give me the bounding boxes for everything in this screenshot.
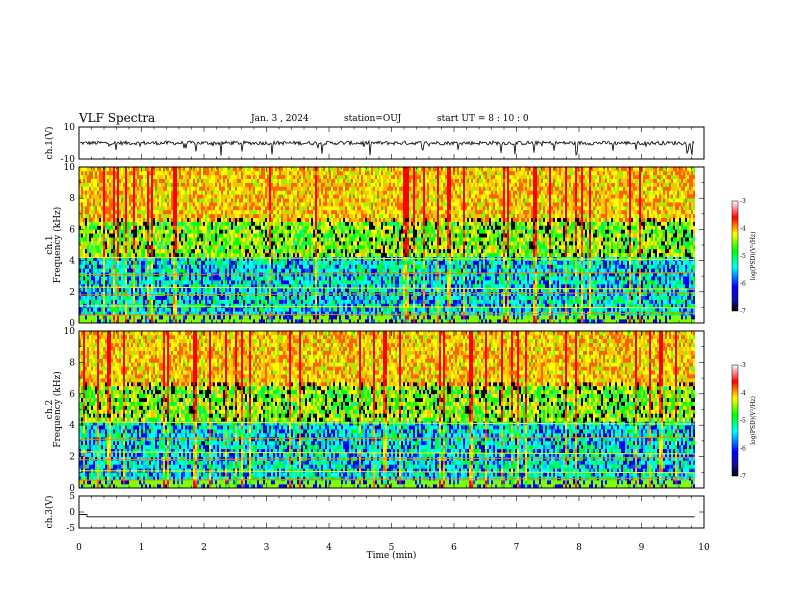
ch3-waveform-ytick-label: -5 <box>66 524 75 534</box>
ch3-waveform-xtick-label: 2 <box>201 543 207 553</box>
ch1-spectrogram-colorbar-tick: -5 <box>740 253 746 260</box>
ch2-spectrogram-ytick-label: 4 <box>69 421 75 431</box>
ch1-spectrogram-colorbar-tick: -7 <box>740 308 746 315</box>
ch1-spectrogram-ytick-label: 2 <box>69 288 75 298</box>
ch1-spectrogram-ytick-label: 8 <box>69 194 75 204</box>
ch2-spectrogram-image <box>78 331 695 489</box>
ch1-waveform-trace <box>79 139 695 156</box>
ch1-spectrogram-colorbar-tick: -3 <box>740 198 746 205</box>
ch1-spectrogram-colorbar-tick: -4 <box>740 226 746 233</box>
ch2-spectrogram-ytick-label: 0 <box>69 484 75 494</box>
ch1-spectrogram-band-line <box>78 286 695 290</box>
ch1-waveform-ytick-label: 10 <box>64 123 76 133</box>
ch1-spectrogram-colorbar <box>731 200 739 312</box>
ch2-spectrogram-colorbar-tick: -6 <box>740 445 746 452</box>
ch2-spectrogram-colorbar <box>731 364 739 477</box>
ch3-waveform-panel <box>78 495 705 529</box>
ch1-waveform-panel <box>78 126 705 160</box>
ch1-spectrogram-band-line <box>78 272 695 276</box>
ch3-waveform-xtick-label: 7 <box>514 543 520 553</box>
ch3-waveform-trace <box>79 514 695 518</box>
ch3-waveform-xtick-label: 3 <box>264 543 270 553</box>
ch3-waveform-ylabel: ch.3(V) <box>44 496 55 529</box>
ch3-waveform-xtick-label: 8 <box>576 543 582 553</box>
ch1-spectrogram-band-line <box>78 312 695 316</box>
ch1-waveform-ylabel: ch.1(V) <box>44 127 55 160</box>
figure-title: VLF Spectra <box>79 111 155 125</box>
ch1-spectrogram-panel <box>78 166 739 324</box>
ch3-waveform-xtick-label: 5 <box>389 543 395 553</box>
ch2-spectrogram-ylabel-frequency: Frequency (kHz) <box>52 371 63 448</box>
ch2-spectrogram-ytick-label: 2 <box>69 453 75 463</box>
ch1-spectrogram-colorbar-tick: -6 <box>740 281 746 288</box>
ch1-spectrogram-ytick-label: 10 <box>64 163 76 173</box>
ch2-spectrogram-band-line <box>78 477 695 481</box>
ch2-spectrogram-band-line <box>78 451 695 455</box>
ch2-spectrogram-band-line <box>78 421 695 425</box>
ch1-spectrogram-ylabel-channel: ch.1 <box>45 235 55 254</box>
ch2-spectrogram-colorbar-tick: -4 <box>740 390 746 397</box>
ch1-spectrogram-ytick-label: 4 <box>69 257 75 267</box>
ch3-waveform-xtick-label: 6 <box>451 543 457 553</box>
ch1-spectrogram-band-line <box>78 305 695 309</box>
ch2-spectrogram-band-line <box>78 470 695 474</box>
ch3-waveform-xtick-label: 4 <box>326 543 332 553</box>
ch2-spectrogram-ylabel-channel: ch.2 <box>45 400 55 419</box>
ch3-waveform-ytick-label: 0 <box>69 508 75 518</box>
ch2-spectrogram-ytick-label: 10 <box>64 327 76 337</box>
ch1-spectrogram-band-line <box>78 256 695 260</box>
ch2-spectrogram-panel <box>78 330 739 489</box>
ch2-spectrogram-colorbar-tick: -7 <box>740 473 746 480</box>
ch1-spectrogram-band-line <box>78 292 695 296</box>
ch2-spectrogram-ytick-label: 6 <box>69 390 75 400</box>
station-label: station=OUJ <box>344 114 401 124</box>
ch3-waveform-xlabel: Time (min) <box>367 550 417 561</box>
ch1-spectrogram-ylabel-frequency: Frequency (kHz) <box>52 207 63 284</box>
ch1-spectrogram-colorbar-label: log(PSD)(V²/Hz) <box>750 232 757 281</box>
ch2-spectrogram-colorbar-tick: -3 <box>740 362 746 369</box>
start-ut-label: start UT = 8 : 10 : 0 <box>437 114 529 124</box>
date-label: Jan. 3 , 2024 <box>251 114 309 124</box>
ch3-waveform-xtick-label: 1 <box>139 543 145 553</box>
ch2-spectrogram-band-line <box>78 457 695 461</box>
ch2-spectrogram-colorbar-label: log(PSD)(V²/Hz) <box>750 396 757 445</box>
ch1-spectrogram-image <box>78 167 695 324</box>
ch2-spectrogram-band-line <box>78 436 695 440</box>
ch1-spectrogram-ytick-label: 0 <box>69 319 75 329</box>
ch1-waveform-ytick-label: -10 <box>61 155 76 165</box>
ch3-waveform-xtick-label: 10 <box>698 543 710 553</box>
ch2-spectrogram-colorbar-tick: -5 <box>740 418 746 425</box>
ch3-waveform-xtick-label: 9 <box>639 543 645 553</box>
ch2-spectrogram-ytick-label: 8 <box>69 358 75 368</box>
ch3-waveform-xtick-label: 0 <box>76 543 82 553</box>
ch1-spectrogram-ytick-label: 6 <box>69 225 75 235</box>
ch3-waveform-ytick-label: 5 <box>69 492 75 502</box>
